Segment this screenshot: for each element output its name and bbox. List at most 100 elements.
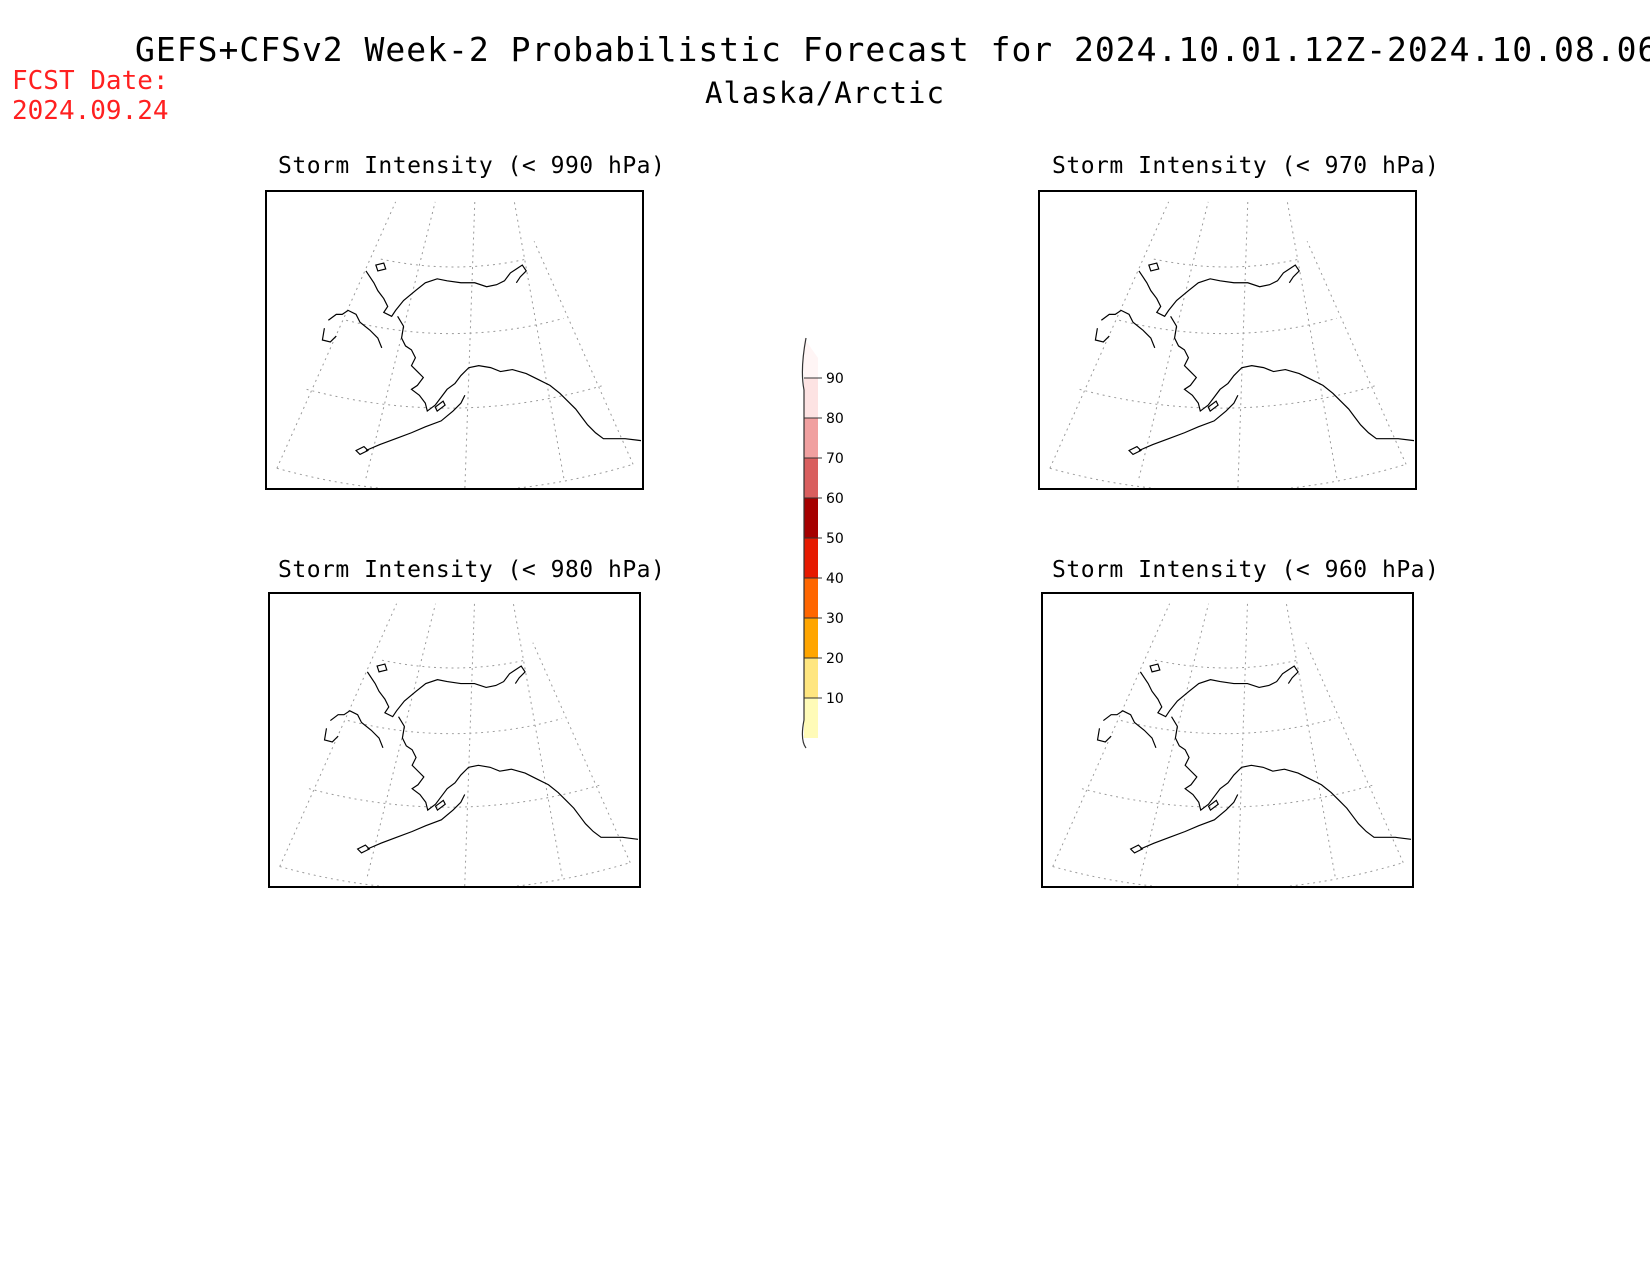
island (1129, 844, 1144, 854)
colorbar-band-40 (804, 578, 818, 618)
coastline (1094, 262, 1415, 456)
coastline-south (398, 716, 639, 840)
colorbar-label-20: 20 (826, 651, 844, 667)
island (434, 400, 446, 412)
panel-title-990: Storm Intensity (< 990 hPa) (278, 153, 666, 179)
island (1148, 262, 1160, 272)
coastline-chukotka (1096, 728, 1112, 743)
longitude-line (1286, 201, 1338, 479)
longitude-line (1139, 603, 1209, 877)
island (376, 663, 388, 673)
coastline-north (366, 665, 526, 718)
colorbar-label-40: 40 (826, 571, 844, 587)
coastline-chukotka (330, 710, 384, 749)
coastline (1096, 663, 1412, 854)
latitude-line (381, 659, 526, 669)
colorbar-label-80: 80 (826, 411, 844, 427)
colorbar-label-60: 60 (826, 491, 844, 507)
longitude-line (1138, 201, 1209, 479)
longitude-line (464, 201, 476, 488)
alaska-peninsula (1138, 394, 1239, 452)
map-panel-970 (1038, 190, 1417, 490)
longitude-line (533, 241, 634, 465)
coastline-north (365, 264, 527, 318)
colorbar-label-10: 10 (826, 691, 844, 707)
coastline-chukotka (327, 309, 383, 349)
colorbar-band-30 (804, 618, 818, 658)
alaska-peninsula (367, 794, 466, 850)
latitude-line (1154, 659, 1299, 669)
coastline-chukotka (323, 728, 339, 743)
longitude-line (1049, 201, 1170, 469)
panel-title-960: Storm Intensity (< 960 hPa) (1052, 557, 1440, 583)
map-svg (276, 201, 642, 488)
map-panel-990 (265, 190, 644, 490)
colorbar-band-90 (804, 378, 818, 418)
forecast-date-label: FCST Date: 2024.09.24 (12, 66, 169, 126)
coastline-chukotka (1100, 309, 1156, 349)
island (356, 844, 371, 854)
region-subtitle: Alaska/Arctic (705, 76, 945, 110)
latitude-line (279, 862, 631, 886)
island (1207, 400, 1219, 412)
longitude-line (513, 201, 565, 479)
colorbar-band-70 (804, 458, 818, 498)
map-svg (1052, 603, 1412, 886)
coastline-chukotka (321, 328, 337, 343)
longitude-line (512, 603, 563, 877)
coastline (321, 262, 642, 456)
chart-title: GEFS+CFSv2 Week-2 Probabilistic Forecast… (135, 30, 1650, 69)
longitude-line (365, 201, 436, 479)
map-svg (1049, 201, 1415, 488)
colorbar-band-80 (804, 418, 818, 458)
shading-layer (270, 721, 572, 867)
map-svg (270, 603, 639, 886)
latitude-line (308, 784, 602, 808)
longitude-line (1237, 201, 1249, 488)
alaska-peninsula (365, 394, 466, 452)
latitude-line (346, 317, 564, 335)
longitude-line (1305, 642, 1404, 863)
color-legend: 90 80 70 60 50 40 30 20 10 (800, 330, 920, 750)
latitude-line (306, 384, 604, 409)
colorbar-band-50 (804, 538, 818, 578)
map-panel-960 (1041, 592, 1414, 888)
latitude-line (1119, 317, 1337, 335)
colorbar-label-30: 30 (826, 611, 844, 627)
latitude-line (1052, 862, 1404, 886)
coastline-south (1171, 716, 1412, 840)
longitude-line (1306, 241, 1407, 465)
colorbar-label-50: 50 (826, 531, 844, 547)
latitude-line (1049, 463, 1407, 488)
colorbar-band-60 (804, 498, 818, 538)
colorbar-band-20 (804, 658, 818, 698)
colorbar-label-90: 90 (826, 371, 844, 387)
latitude-line (1079, 384, 1377, 409)
island (355, 445, 369, 456)
coastline-south (1170, 316, 1415, 442)
graticule (1049, 201, 1407, 488)
panel-title-970: Storm Intensity (< 970 hPa) (1052, 153, 1440, 179)
coastline-north (1138, 264, 1300, 318)
colorbar-outline (801, 337, 807, 749)
longitude-line (279, 603, 398, 867)
coastline (323, 663, 639, 854)
island (375, 262, 387, 272)
graticule (279, 603, 631, 886)
graticule (276, 201, 634, 488)
island (1149, 663, 1161, 673)
map-panel-980 (268, 592, 641, 888)
latitude-line (1153, 258, 1300, 268)
coastline-south (397, 316, 642, 442)
island (434, 799, 446, 811)
island (1207, 799, 1219, 811)
panel-title-980: Storm Intensity (< 980 hPa) (278, 557, 666, 583)
coastline-chukotka (1103, 710, 1157, 749)
fcst-date-caption: FCST Date: (12, 66, 169, 96)
colorbar-label-70: 70 (826, 451, 844, 467)
coastline-chukotka (1094, 328, 1110, 343)
longitude-line (1285, 603, 1336, 877)
fcst-date-value: 2024.09.24 (12, 96, 169, 126)
longitude-line (276, 201, 397, 469)
colorbar-band-10 (804, 698, 818, 738)
